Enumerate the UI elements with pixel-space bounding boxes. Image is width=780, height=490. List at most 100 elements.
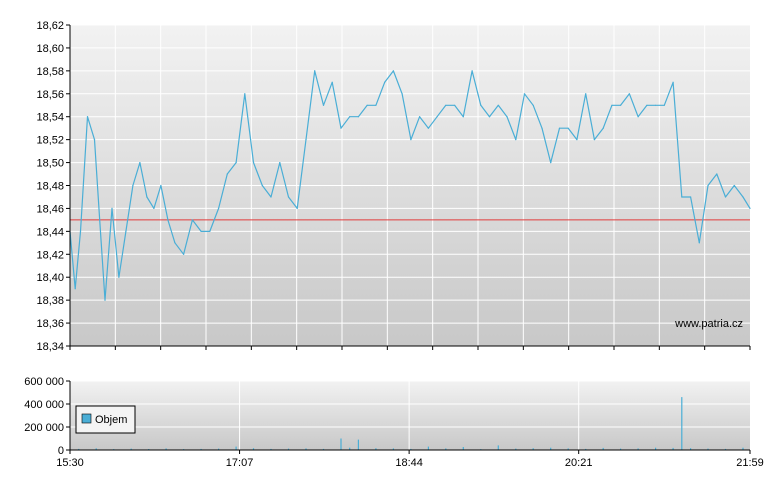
price-point (401, 93, 403, 95)
x-tick-label: 15:30 (56, 457, 84, 469)
volume-bar (349, 447, 351, 450)
price-y-tick-label: 18,34 (36, 341, 64, 353)
price-y-tick-label: 18,42 (36, 249, 64, 261)
volume-bar (287, 448, 290, 450)
price-point (160, 184, 162, 187)
price-y-tick-label: 18,50 (36, 158, 64, 170)
price-point (261, 184, 263, 187)
price-point (340, 127, 342, 129)
price-y-tick-label: 18,56 (36, 89, 64, 101)
price-point (550, 162, 552, 164)
volume-bar (567, 448, 569, 450)
price-point (118, 276, 120, 278)
volume-bar (78, 448, 80, 450)
volume-plot-area (70, 381, 750, 450)
volume-y-tick-label: 600 000 (24, 376, 64, 388)
volume-y-tick-label: 400 000 (24, 399, 64, 411)
price-point (218, 207, 220, 209)
price-point (104, 299, 106, 301)
volume-y-tick-label: 200 000 (24, 422, 64, 434)
price-y-tick-label: 18,52 (36, 135, 64, 147)
price-point (471, 70, 473, 72)
volume-bar (602, 447, 604, 450)
price-point (611, 104, 613, 106)
volume-bar (95, 448, 97, 450)
volume-bar (165, 448, 167, 450)
volume-bar (497, 445, 499, 450)
price-point (445, 104, 447, 106)
price-point (200, 230, 202, 232)
price-point (515, 139, 517, 141)
price-point (74, 288, 76, 290)
price-y-tick-label: 18,40 (36, 272, 64, 284)
price-point (707, 184, 709, 187)
price-point (191, 219, 193, 221)
x-tick-label: 18:44 (395, 457, 423, 469)
price-point (279, 162, 281, 164)
volume-bar (270, 448, 272, 450)
price-y-tick-label: 18,54 (36, 112, 64, 124)
price-point (558, 127, 561, 129)
volume-bar (532, 448, 534, 450)
price-point (146, 196, 148, 198)
volume-bar (200, 448, 202, 450)
price-point (690, 196, 692, 198)
price-panel: 18,34 18,36 18,38 18,40 18,42 18,44 18,46 18,48… (36, 20, 751, 353)
price-point (139, 162, 141, 164)
price-point (724, 196, 727, 198)
volume-bar (620, 448, 622, 450)
volume-bar (550, 447, 552, 450)
price-point (567, 127, 569, 129)
volume-bar (690, 448, 692, 450)
price-point (111, 207, 113, 209)
price-point (663, 104, 665, 106)
price-point (296, 207, 298, 209)
price-point (183, 253, 185, 255)
volume-bar (357, 439, 359, 450)
price-point (270, 196, 272, 198)
price-point (646, 104, 648, 106)
price-point (174, 242, 176, 244)
price-point (93, 139, 96, 141)
volume-bar (742, 447, 744, 450)
volume-bar (724, 448, 727, 450)
price-point (419, 116, 421, 118)
price-point (593, 139, 596, 141)
price-y-tick-label: 18,58 (36, 66, 64, 78)
price-point (541, 127, 543, 129)
price-point (226, 173, 228, 175)
volume-bar (462, 447, 464, 450)
price-point (506, 116, 508, 118)
price-point (209, 230, 211, 232)
price-point (375, 104, 377, 106)
price-point (153, 207, 155, 209)
price-point (628, 93, 631, 95)
volume-bar (445, 448, 447, 450)
price-point (454, 104, 456, 106)
price-point (576, 139, 578, 141)
price-y-tick-label: 18,46 (36, 203, 64, 215)
price-point (523, 93, 526, 95)
price-y-tick-label: 18,48 (36, 181, 64, 193)
price-point (287, 196, 290, 198)
price-point (733, 184, 735, 187)
volume-bar (252, 448, 255, 450)
price-point (99, 219, 101, 221)
price-point (322, 104, 325, 106)
price-point (79, 230, 82, 232)
price-point (132, 184, 134, 187)
price-point (349, 116, 351, 118)
volume-bar (585, 448, 587, 450)
price-point (366, 104, 368, 106)
price-point (125, 230, 127, 232)
volume-bar (392, 448, 394, 450)
price-point (672, 81, 674, 83)
price-point (314, 70, 316, 72)
volume-bar (655, 447, 657, 450)
price-point (480, 104, 482, 106)
legend-label: Objem (95, 414, 127, 426)
price-point (305, 139, 307, 141)
price-point (392, 70, 394, 72)
price-y-tick-label: 18,36 (36, 318, 64, 330)
